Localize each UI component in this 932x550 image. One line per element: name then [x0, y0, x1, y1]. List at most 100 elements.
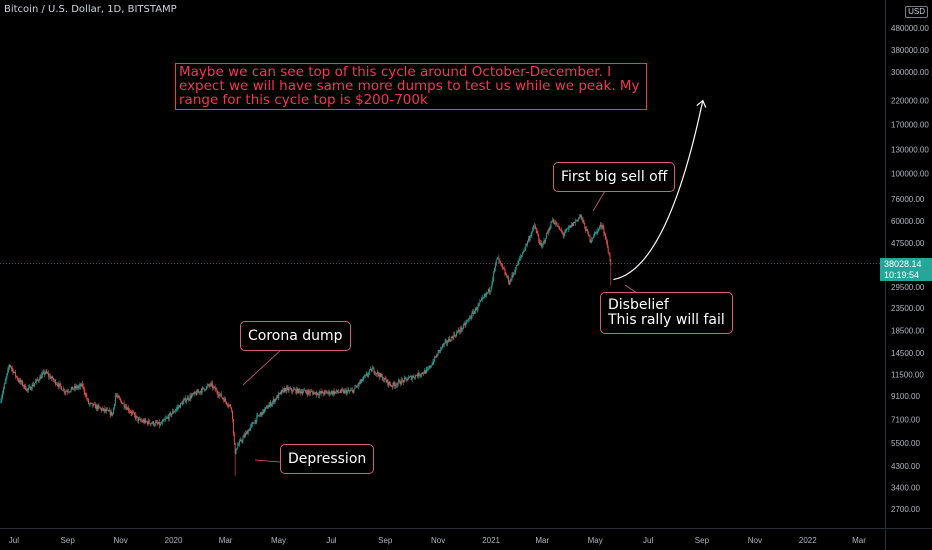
candle-body — [158, 422, 160, 424]
candle-body — [483, 296, 485, 298]
candle-body — [142, 420, 144, 422]
candle-body — [226, 401, 227, 405]
candle-body — [223, 399, 225, 402]
candle-body — [461, 327, 463, 330]
candle-body — [121, 400, 122, 404]
candle-body — [352, 390, 354, 393]
candle-body — [162, 419, 164, 422]
candle-body — [54, 380, 56, 381]
candle-body — [180, 402, 182, 404]
candle-body — [98, 405, 100, 407]
candle-body — [0, 401, 2, 403]
candle-body — [494, 264, 496, 269]
candle-body — [138, 419, 140, 422]
candle-body — [67, 391, 69, 392]
candle-body — [377, 372, 379, 375]
candle-body — [209, 385, 211, 387]
candle-body — [118, 395, 120, 398]
candle-body — [5, 377, 7, 381]
candle-body — [99, 406, 101, 409]
candle-body — [45, 371, 47, 373]
candle-body — [394, 384, 396, 387]
candle-body — [346, 391, 348, 394]
candle-body — [81, 383, 83, 387]
candle-body — [253, 423, 255, 425]
candle-body — [25, 389, 27, 391]
candle-body — [516, 265, 518, 266]
candle-body — [507, 276, 509, 283]
candle-body — [120, 398, 122, 401]
candle-body — [159, 422, 161, 426]
candle-body — [254, 420, 256, 424]
candle-body — [469, 317, 471, 319]
candle-body — [207, 384, 209, 386]
candle-body — [365, 374, 367, 376]
candle-body — [322, 391, 324, 394]
x-tick-label: Sep — [61, 536, 76, 545]
currency-badge[interactable]: USD — [905, 6, 928, 18]
candle-body — [330, 393, 332, 395]
candle-body — [312, 392, 314, 395]
sell-off-label: First big sell off — [561, 169, 668, 185]
candle-body — [115, 395, 117, 397]
candle-body — [442, 344, 444, 346]
candle-body — [72, 386, 74, 390]
candle-body — [263, 409, 265, 413]
candle-body — [127, 407, 128, 410]
candle-body — [39, 376, 41, 381]
candle-body — [488, 289, 489, 293]
candle-body — [411, 377, 413, 380]
candle-body — [70, 388, 72, 392]
candle-body — [2, 392, 4, 397]
candle-body — [371, 368, 373, 372]
candle-body — [432, 361, 434, 365]
candle-body — [448, 338, 450, 343]
candle-body — [264, 409, 266, 413]
candle-body — [578, 217, 580, 221]
candle-body — [16, 376, 17, 377]
candle-body — [238, 444, 240, 446]
candle-body — [262, 409, 264, 415]
candle-body — [416, 375, 418, 377]
candle-body — [413, 376, 415, 378]
candle-body — [134, 414, 136, 419]
candle-body — [167, 417, 169, 420]
candle-body — [306, 392, 308, 395]
candle-body — [490, 287, 492, 291]
candle-body — [267, 407, 269, 409]
candle-body — [522, 251, 524, 254]
candle-body — [502, 267, 504, 269]
y-tick-label: 130000.00 — [891, 145, 929, 154]
candle-body — [560, 229, 562, 232]
y-tick-label: 29500.00 — [891, 283, 925, 292]
candle-body — [173, 411, 174, 413]
countdown-label: 10:19:54 — [880, 269, 932, 281]
candle-body — [396, 383, 398, 386]
candle-body — [605, 234, 607, 240]
candle-body — [388, 381, 390, 385]
candle-body — [534, 225, 535, 227]
candle-body — [434, 356, 436, 362]
candle-body — [376, 372, 378, 375]
candle-body — [400, 383, 402, 385]
candle-body — [251, 423, 253, 426]
candle-body — [227, 405, 229, 407]
candle-body — [351, 390, 353, 391]
candle-body — [184, 398, 186, 400]
candle-body — [344, 390, 346, 391]
candle-body — [208, 384, 210, 386]
candle-body — [196, 390, 198, 395]
candle-body — [404, 377, 406, 379]
candle-body — [60, 384, 62, 387]
candle-body — [107, 409, 109, 411]
candle-body — [310, 391, 312, 394]
candle-body — [3, 388, 4, 393]
candle-body — [473, 311, 475, 314]
candle-body — [78, 385, 80, 388]
candle-body — [258, 415, 260, 416]
candle-body — [429, 365, 430, 369]
candle-body — [449, 340, 451, 342]
candle-body — [329, 391, 331, 395]
candle-body — [232, 419, 234, 434]
candle-body — [543, 240, 545, 243]
